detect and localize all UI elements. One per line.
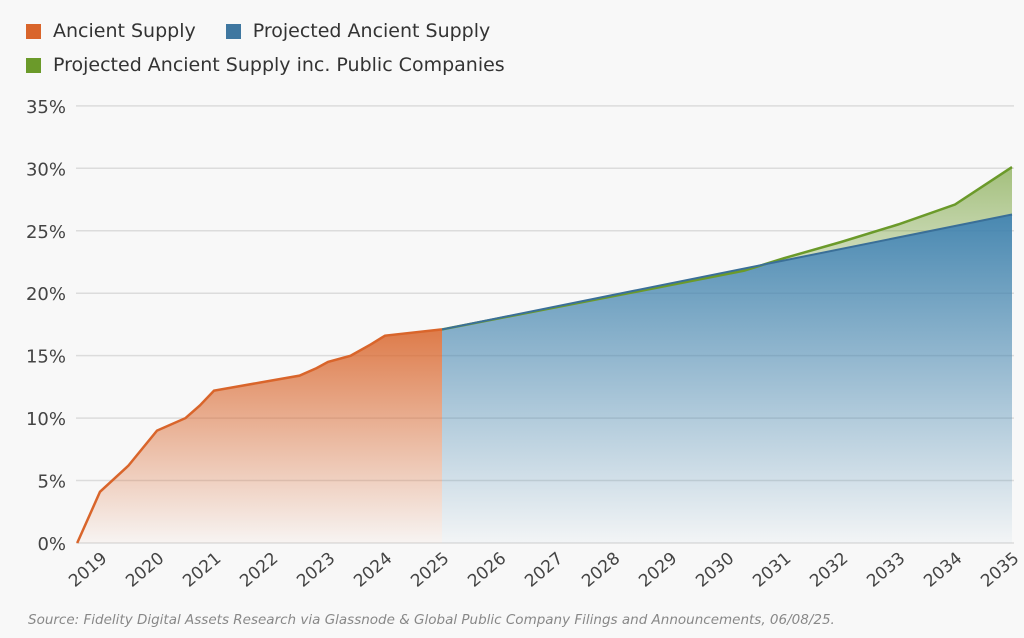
- x-tick-label: 2035: [977, 549, 1023, 592]
- legend-swatch: [225, 23, 241, 39]
- x-tick-label: 2034: [920, 549, 966, 592]
- y-tick-label: 15%: [26, 347, 66, 368]
- legend-row-2: Projected Ancient Supply inc. Public Com…: [26, 54, 535, 76]
- y-tick-label: 30%: [26, 159, 66, 180]
- x-tick-label: 2030: [692, 549, 738, 592]
- legend-label: Projected Ancient Supply: [252, 20, 491, 42]
- x-tick-label: 2026: [464, 549, 510, 592]
- y-tick-label: 5%: [37, 472, 66, 493]
- x-tick-label: 2019: [65, 549, 111, 592]
- x-tick-label: 2020: [122, 549, 168, 592]
- legend-swatch: [26, 23, 41, 39]
- area-ancient: [77, 329, 442, 543]
- x-tick-label: 2032: [806, 549, 852, 592]
- legend-label: Projected Ancient Supply inc. Public Com…: [53, 54, 505, 76]
- x-tick-label: 2025: [407, 549, 453, 592]
- y-tick-label: 35%: [26, 97, 66, 118]
- y-tick-label: 25%: [26, 222, 66, 243]
- x-tick-label: 2029: [635, 549, 681, 592]
- area-projected: [442, 214, 1012, 543]
- legend-item-ancient: Ancient Supply: [26, 20, 196, 42]
- y-tick-label: 0%: [37, 534, 66, 555]
- x-tick-label: 2021: [179, 549, 225, 592]
- legend-item-projected-public: Projected Ancient Supply inc. Public Com…: [26, 54, 505, 76]
- legend-label: Ancient Supply: [53, 20, 196, 42]
- x-tick-label: 2024: [350, 549, 396, 592]
- y-tick-label: 10%: [26, 409, 66, 430]
- x-tick-label: 2028: [578, 549, 624, 592]
- y-tick-label: 20%: [26, 284, 66, 305]
- x-tick-label: 2031: [749, 549, 795, 592]
- line-projected: [441, 213, 1013, 331]
- legend-item-projected: Projected Ancient Supply: [225, 20, 491, 42]
- source-note: Source: Fidelity Digital Assets Research…: [28, 612, 835, 628]
- legend-row-1: Ancient Supply Projected Ancient Supply: [26, 20, 520, 42]
- legend-swatch: [26, 57, 41, 73]
- line-ancient: [76, 328, 443, 544]
- x-tick-label: 2033: [863, 549, 909, 592]
- x-tick-label: 2022: [236, 549, 282, 592]
- x-tick-label: 2023: [293, 549, 339, 592]
- x-tick-label: 2027: [521, 549, 567, 592]
